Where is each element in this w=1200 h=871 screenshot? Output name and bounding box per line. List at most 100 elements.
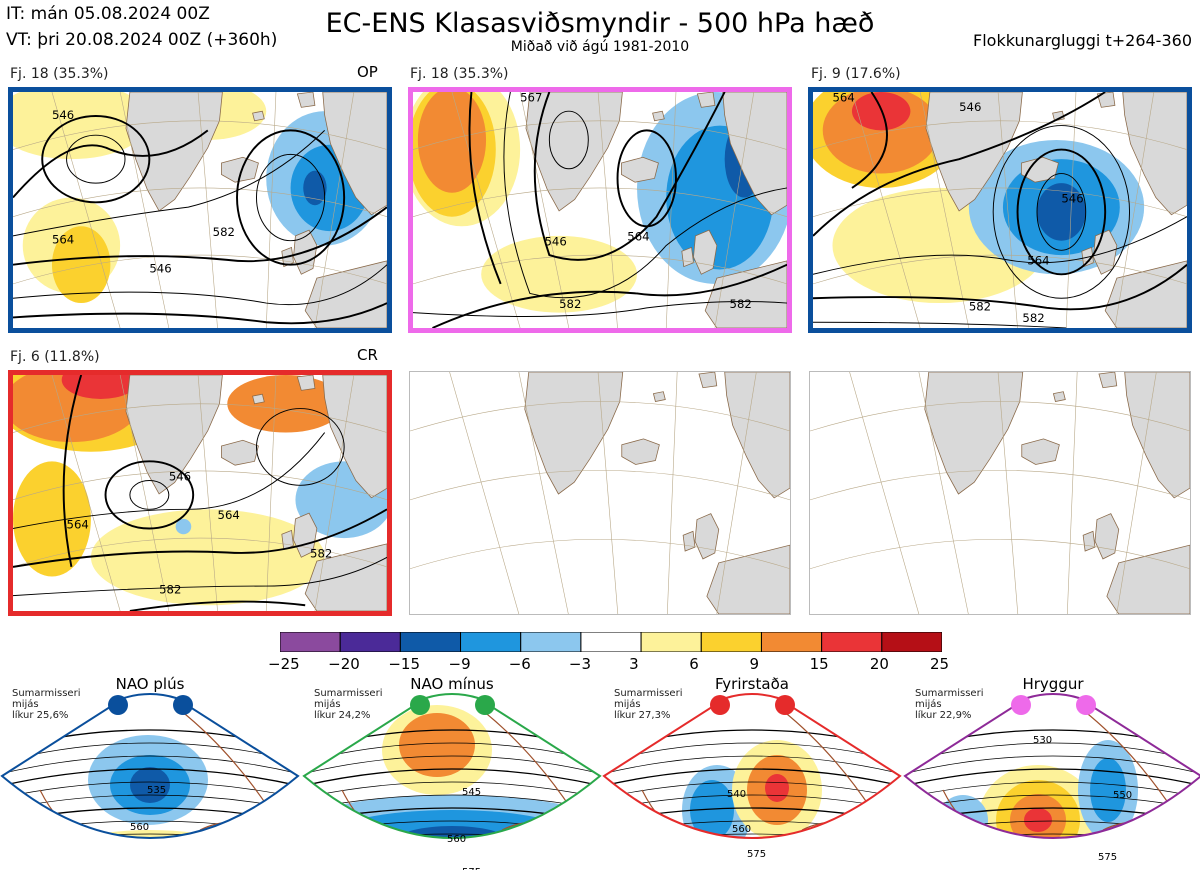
contour-label: 575 (1098, 852, 1117, 863)
regime-marker-dot (775, 695, 795, 715)
land-mass (125, 375, 223, 495)
regime-info: Sumarmisseri mijás líkur 24,2% (314, 688, 382, 721)
height-contour (129, 600, 306, 611)
colorbar-tick-label: −3 (568, 655, 592, 673)
anomaly-area (227, 375, 345, 433)
contour-label: 546 (149, 261, 171, 275)
height-contour (104, 460, 195, 530)
height-contour (813, 321, 1067, 328)
regime-marker-dot (710, 695, 730, 715)
contour-label: 546 (544, 235, 566, 249)
contour-label: 575 (462, 867, 481, 870)
contour-label: 546 (169, 470, 191, 484)
height-contour (2, 755, 298, 775)
height-contour (905, 768, 1200, 787)
regime-map: 540 560 575 (602, 693, 902, 860)
land-mass (252, 110, 265, 122)
contour-label: 546 (52, 108, 74, 122)
regime-info-line: mijás (12, 699, 39, 710)
regime-info: Sumarmisseri mijás líkur 25,6% (12, 688, 80, 721)
regime-map: 545 560 575 (302, 693, 602, 870)
regime-title: Fyrirstaða (715, 675, 789, 693)
map-canvas: 564 546 546 564 582 582 (813, 92, 1187, 328)
contour-label: 582 (969, 300, 991, 314)
height-contour (41, 115, 151, 204)
land-mass (1096, 92, 1116, 108)
colorbar-tick-label: 6 (689, 655, 699, 673)
contour-label: 530 (1033, 735, 1052, 746)
anomaly-area (1090, 758, 1126, 822)
empty-map-5 (409, 371, 791, 615)
regime-info-line: Sumarmisseri (314, 688, 383, 699)
empty-map-6 (809, 371, 1191, 615)
colorbar-svg (279, 631, 943, 653)
land-mass (524, 372, 624, 495)
init-time: IT: mán 05.08.2024 00Z (6, 4, 210, 24)
contour-label: 564 (67, 518, 89, 532)
contour-label: 545 (462, 787, 481, 798)
colorbar-tick-label: 3 (629, 655, 639, 673)
regime-info-line: mijás (915, 699, 942, 710)
contour-label: 582 (213, 225, 235, 239)
anomaly-area (690, 780, 734, 838)
land-mass (924, 372, 1024, 495)
regime-info-line: Sumarmisseri (915, 688, 984, 699)
height-contour (256, 153, 326, 242)
colorbar-swatch (460, 631, 522, 653)
height-contour (503, 92, 787, 299)
contour-label: 582 (730, 297, 752, 311)
regime-title: Hryggur (1022, 675, 1084, 693)
anomaly-area (13, 461, 91, 577)
height-contour (304, 781, 600, 799)
land-mass (221, 439, 259, 466)
regime-info: Sumarmisseri mijás líkur 27,3% (614, 688, 682, 721)
land-mass (125, 92, 223, 212)
regime-marker-dot (475, 695, 495, 715)
height-contour (604, 768, 900, 787)
anomaly-area (1037, 183, 1086, 241)
colorbar-swatch (760, 631, 823, 653)
colorbar-swatch (339, 631, 401, 653)
regime-border (0, 693, 300, 839)
height-contour (905, 833, 1200, 838)
panel-4-label: Fj. 6 (11.8%) (10, 349, 100, 365)
contour-label: 564 (1027, 254, 1049, 268)
cluster-map-2[interactable]: 567 546 564 582 582 (408, 87, 792, 333)
land-mass (1122, 92, 1187, 216)
height-contour (13, 129, 209, 199)
contour-label: 567 (520, 92, 542, 105)
land-mass (296, 375, 316, 391)
valid-time: VT: þri 20.08.2024 00Z (+360h) (6, 30, 278, 50)
graticule (13, 92, 387, 328)
contour-label: 582 (310, 546, 332, 560)
regime-info-line: líkur 24,2% (314, 710, 371, 721)
height-contour (2, 781, 298, 799)
height-contour (468, 92, 502, 285)
height-contour (13, 264, 387, 306)
height-contour (2, 833, 298, 838)
anomaly-colorbar (279, 631, 943, 656)
colorbar-tick-label: −25 (268, 655, 300, 673)
contour-label: 560 (130, 822, 149, 833)
regime-info-line: Sumarmisseri (614, 688, 683, 699)
contour-label: 550 (1113, 790, 1132, 801)
land-mass (1082, 530, 1096, 552)
height-contour (1016, 148, 1107, 276)
colorbar-swatch (279, 631, 341, 653)
cluster-map-4[interactable]: 546 564 564 582 582 (8, 370, 392, 616)
height-contour (1036, 173, 1087, 251)
contour-label: 564 (52, 233, 74, 247)
cluster-map-1[interactable]: 546 564 582 546 (8, 87, 392, 333)
land-mass (652, 110, 665, 122)
graticule (13, 375, 387, 611)
page-title: EC-ENS Klasasviðsmyndir - 500 hPa hæð (325, 8, 875, 39)
height-contour (992, 125, 1131, 299)
land-mass (1124, 372, 1190, 499)
graticule (810, 372, 1190, 614)
land-mass (322, 375, 387, 499)
colorbar-swatch (640, 631, 702, 653)
height-contour (62, 375, 83, 568)
regime-info-line: líkur 25,6% (12, 710, 69, 721)
height-contour (604, 781, 900, 799)
cluster-map-3[interactable]: 564 546 546 564 582 582 (808, 87, 1192, 333)
